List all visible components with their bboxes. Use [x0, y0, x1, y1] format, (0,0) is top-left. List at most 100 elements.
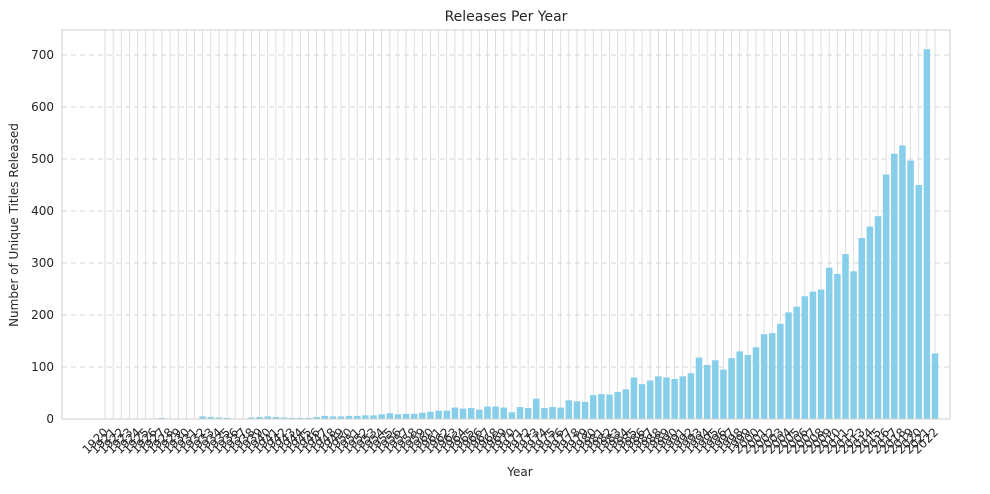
bar: [427, 411, 434, 419]
bar: [760, 334, 768, 419]
y-tick-label: 500: [31, 152, 54, 166]
bar: [703, 364, 711, 419]
bar: [467, 408, 475, 419]
bar: [834, 273, 841, 419]
bar: [931, 353, 939, 419]
y-tick-label: 400: [31, 204, 54, 218]
bar: [793, 306, 800, 419]
y-axis-label: Number of Unique Titles Released: [7, 123, 21, 327]
bar: [891, 153, 898, 420]
bar: [223, 417, 231, 419]
bar: [264, 416, 271, 419]
bar: [541, 408, 548, 419]
y-tick-label: 0: [46, 412, 54, 426]
bar: [199, 416, 206, 419]
bar: [573, 401, 581, 419]
bar: [752, 347, 760, 419]
bar: [712, 360, 719, 419]
plot-frame: [61, 29, 951, 420]
bar: [695, 357, 703, 419]
bar: [280, 417, 288, 419]
bar: [370, 415, 377, 419]
bar: [402, 413, 410, 419]
bar: [899, 145, 906, 419]
bar: [394, 414, 402, 419]
bar: [549, 407, 556, 419]
bar: [850, 271, 857, 419]
bar: [606, 394, 613, 419]
bar: [386, 413, 394, 419]
bar: [533, 398, 540, 419]
bar: [435, 410, 442, 419]
bar: [614, 391, 621, 419]
bar: [655, 376, 662, 419]
x-axis-label: Year: [506, 465, 532, 479]
bar: [362, 415, 369, 419]
y-tick-label: 100: [31, 360, 54, 374]
bar: [915, 184, 922, 419]
bar: [785, 312, 792, 419]
bar: [378, 414, 385, 419]
bar: [207, 416, 215, 419]
bar: [809, 291, 817, 419]
bar: [321, 415, 328, 419]
chart-title: Releases Per Year: [445, 9, 568, 25]
bar: [777, 323, 784, 419]
bar: [923, 49, 931, 420]
bar: [565, 400, 573, 419]
bar: [801, 296, 809, 419]
bar: [638, 384, 646, 419]
bar: [817, 289, 825, 419]
bar: [728, 358, 735, 419]
bar: [874, 216, 882, 419]
bar: [907, 160, 914, 419]
bar: [500, 407, 507, 419]
bar: [598, 394, 605, 419]
bar: [842, 254, 849, 419]
bar: [720, 369, 727, 419]
bar: [459, 408, 467, 419]
bar: [630, 377, 638, 419]
y-tick-label: 700: [31, 48, 54, 62]
y-tick-label: 600: [31, 100, 54, 114]
bar: [305, 417, 312, 419]
bar: [508, 412, 516, 419]
bar: [215, 417, 223, 419]
bar: [581, 401, 589, 419]
bar: [410, 413, 418, 419]
bar: [858, 238, 866, 419]
bar: [589, 395, 597, 419]
bar: [158, 417, 166, 419]
bar: [345, 415, 353, 419]
bar: [825, 267, 833, 419]
bar: [451, 407, 459, 419]
bar: [492, 406, 499, 419]
bar: [736, 351, 743, 419]
bar: [646, 380, 654, 419]
bar: [256, 416, 263, 419]
bar: [557, 407, 564, 419]
y-tick-label: 300: [31, 256, 54, 270]
bar: [622, 389, 630, 419]
bar: [248, 417, 255, 419]
bar: [337, 416, 345, 419]
bar: [329, 416, 337, 419]
bar: [866, 226, 874, 419]
bar: [516, 407, 524, 419]
bar: [288, 417, 296, 419]
bar: [679, 376, 686, 419]
y-tick-label: 200: [31, 308, 54, 322]
bar: [663, 377, 670, 419]
bar: [313, 416, 320, 419]
bar: [524, 408, 532, 419]
bar: [687, 373, 695, 419]
bar: [419, 412, 426, 419]
bar: [671, 378, 678, 419]
bar: [769, 333, 776, 419]
bar: [354, 415, 361, 419]
bar: [476, 409, 483, 419]
bar: [272, 416, 280, 419]
bar: [882, 174, 890, 419]
bar: [484, 406, 491, 419]
